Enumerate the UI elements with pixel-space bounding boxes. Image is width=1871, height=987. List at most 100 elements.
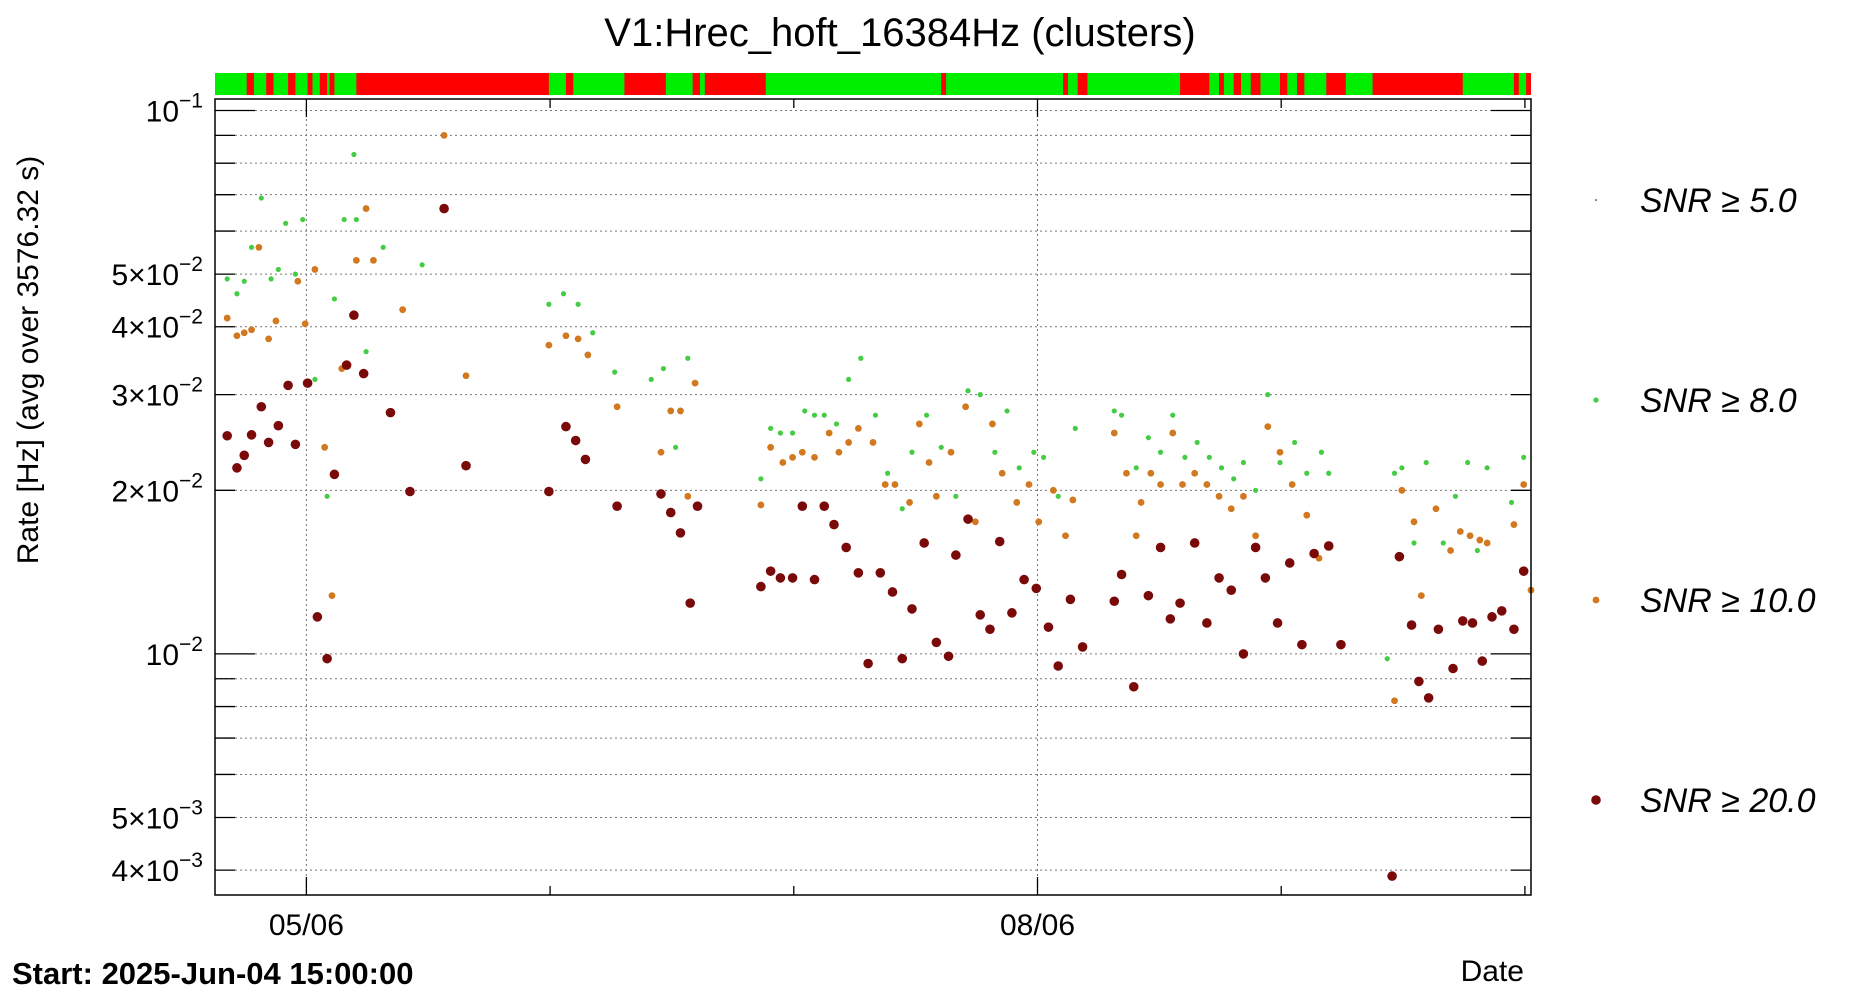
data-point xyxy=(239,450,250,461)
data-point xyxy=(324,493,330,499)
data-point xyxy=(312,376,318,383)
data-point xyxy=(1476,536,1484,544)
data-point xyxy=(1387,871,1397,881)
data-point xyxy=(1250,542,1261,553)
data-point xyxy=(1133,465,1139,471)
state-bar-off-segment xyxy=(1219,73,1224,95)
data-point xyxy=(256,401,267,412)
x-axis-label: Date xyxy=(1461,955,1524,987)
data-point xyxy=(612,501,622,511)
data-point xyxy=(1336,639,1346,650)
data-point xyxy=(1483,539,1491,547)
data-point xyxy=(1406,620,1417,630)
data-point xyxy=(765,566,776,576)
data-point xyxy=(1062,532,1069,540)
data-point xyxy=(613,403,621,411)
state-bar-off-segment xyxy=(1250,73,1261,95)
data-point xyxy=(241,278,247,284)
data-point xyxy=(775,573,786,583)
data-point xyxy=(691,379,699,387)
data-point xyxy=(1264,423,1272,431)
data-point xyxy=(1508,499,1515,506)
data-point xyxy=(1496,606,1507,616)
data-point xyxy=(994,536,1005,547)
data-point xyxy=(802,408,808,414)
data-point xyxy=(907,604,917,614)
data-point xyxy=(1116,569,1127,580)
data-point xyxy=(1145,435,1151,441)
plot-frame xyxy=(214,98,1532,896)
data-point xyxy=(757,501,765,509)
data-point xyxy=(1025,481,1033,488)
data-point xyxy=(255,243,263,251)
data-point xyxy=(232,463,242,473)
data-point xyxy=(570,435,581,446)
data-point xyxy=(1309,548,1319,559)
data-point xyxy=(561,421,571,432)
state-bar-off-segment xyxy=(288,73,296,95)
data-point xyxy=(925,459,933,466)
data-point xyxy=(1035,518,1043,526)
data-point xyxy=(1394,551,1405,562)
data-point xyxy=(258,195,264,201)
data-point xyxy=(869,439,877,446)
data-point xyxy=(363,349,369,355)
data-point xyxy=(825,429,833,437)
data-point xyxy=(399,306,407,314)
y-tick-label: 2×10−2 xyxy=(111,469,203,508)
data-point xyxy=(574,335,582,343)
data-point xyxy=(1467,618,1478,628)
y-tick-label: 3×10−2 xyxy=(111,374,203,413)
data-point xyxy=(341,360,352,370)
state-bar-off-segment xyxy=(246,73,254,95)
data-point xyxy=(292,271,299,277)
data-point xyxy=(685,355,691,361)
data-point xyxy=(560,291,567,297)
data-point xyxy=(1417,592,1425,600)
legend-marker xyxy=(1593,397,1599,403)
state-bar-off-segment xyxy=(307,73,313,95)
data-point xyxy=(919,538,929,548)
data-point xyxy=(1182,454,1188,460)
data-point xyxy=(301,320,309,328)
data-point xyxy=(575,301,581,307)
data-point xyxy=(660,365,667,372)
data-point xyxy=(1240,492,1247,500)
data-point xyxy=(863,658,873,669)
state-bar-off-segment xyxy=(1297,73,1305,95)
data-point xyxy=(1509,624,1519,635)
data-point xyxy=(758,476,764,482)
data-point xyxy=(1477,656,1488,666)
data-point xyxy=(989,420,996,428)
data-point xyxy=(1391,470,1398,476)
y-axis-label: Rate [Hz] (avg over 3576.32 s) xyxy=(12,156,45,565)
series-1 xyxy=(224,151,1527,662)
data-point xyxy=(1179,481,1186,488)
data-point xyxy=(233,332,241,340)
data-point xyxy=(811,453,818,461)
state-bar-off-segment xyxy=(1372,73,1463,95)
data-point xyxy=(768,425,774,432)
data-point xyxy=(1240,459,1247,466)
data-point xyxy=(798,448,806,456)
x-tick-label: 05/06 xyxy=(269,909,344,942)
data-point xyxy=(947,448,955,456)
data-point xyxy=(975,610,986,620)
state-bar-off-segment xyxy=(1513,73,1519,95)
data-point xyxy=(1128,681,1139,692)
data-point xyxy=(915,420,923,428)
data-point xyxy=(349,310,359,321)
data-point xyxy=(1132,532,1140,540)
data-point xyxy=(612,369,618,375)
legend-label: SNR ≥ 8.0 xyxy=(1640,382,1797,420)
data-point xyxy=(1170,412,1176,418)
data-point xyxy=(787,573,798,583)
y-tick-label: 5×10−3 xyxy=(111,796,203,835)
state-bar-off-segment xyxy=(1180,73,1210,95)
data-point xyxy=(1031,449,1037,455)
data-point xyxy=(1323,541,1334,551)
state-bar-off-segment xyxy=(624,73,666,95)
data-point xyxy=(1510,521,1518,528)
data-point xyxy=(1326,470,1332,476)
